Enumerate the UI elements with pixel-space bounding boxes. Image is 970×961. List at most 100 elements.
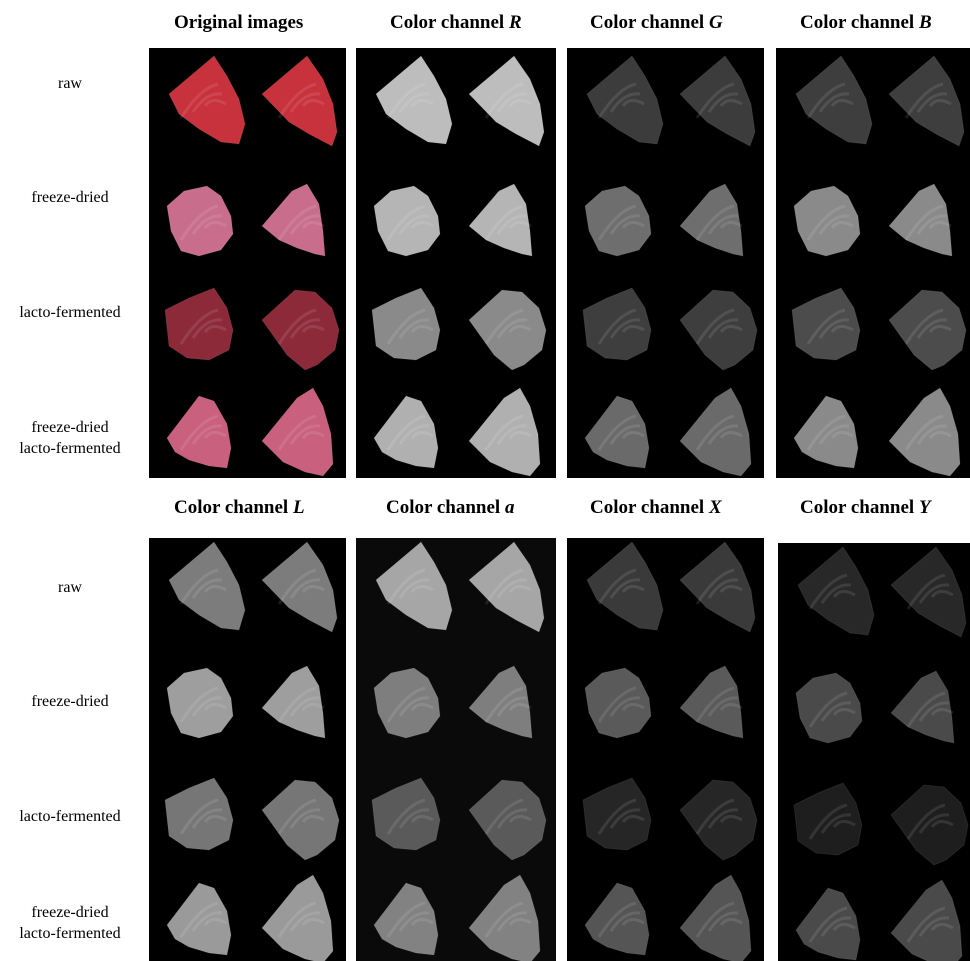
beet-slice-left-4 <box>795 887 861 961</box>
beet-slice-right-3 <box>468 779 547 861</box>
slice-ring-texture <box>508 99 532 107</box>
slice-ring-texture <box>597 308 637 345</box>
slice-ring-texture <box>484 82 524 119</box>
slice-ring-texture <box>289 424 321 445</box>
slice-ring-texture <box>719 431 743 439</box>
slice-ring-texture <box>301 431 325 439</box>
slice-ring-texture <box>621 918 645 926</box>
slice-ring-texture <box>719 703 743 711</box>
beet-slice-left-3 <box>791 287 861 361</box>
beet-slice-left-1 <box>375 55 453 145</box>
slice-ring-texture <box>597 82 637 119</box>
beet-slice-left-4 <box>584 882 650 956</box>
slice-ring-texture <box>918 701 950 722</box>
slice-ring-texture <box>597 414 637 451</box>
slice-ring-texture <box>398 424 430 445</box>
slice-ring-texture <box>820 583 852 604</box>
beet-slice-right-1 <box>888 55 965 147</box>
panel-original-images-slices <box>164 55 340 477</box>
slice-ring-texture <box>277 686 317 723</box>
slice-ring-texture <box>707 911 739 932</box>
beet-slice-right-1 <box>890 546 967 638</box>
beet-slice-right-3 <box>261 779 340 861</box>
slice-ring-texture <box>191 424 223 445</box>
slice-ring-texture <box>916 424 948 445</box>
beet-slice-right-3 <box>468 289 547 371</box>
slice-ring-texture <box>289 578 321 599</box>
beet-slice-left-1 <box>797 546 875 636</box>
beet-slice-right-4 <box>679 387 752 477</box>
slice-ring-texture <box>386 901 426 938</box>
slice-ring-texture <box>398 911 430 932</box>
slice-ring-texture <box>808 906 848 943</box>
slice-ring-texture <box>830 221 854 229</box>
slice-ring-texture <box>806 414 846 451</box>
beet-slice-right-1 <box>468 55 545 147</box>
panel-channel-g <box>567 48 764 478</box>
slice-ring-texture <box>621 431 645 439</box>
row-label-freeze-dried-bottom: freeze-dried <box>31 693 109 710</box>
slice-ring-texture <box>398 578 430 599</box>
panel-original-images <box>149 48 346 478</box>
panel-channel-b <box>776 48 970 478</box>
slice-ring-texture <box>832 590 856 598</box>
slice-ring-texture <box>597 686 637 723</box>
slice-ring-texture <box>820 916 852 937</box>
slice-ring-texture <box>832 708 856 716</box>
slice-ring-texture <box>830 431 854 439</box>
slice-ring-texture <box>398 214 430 235</box>
slice-ring-texture <box>496 424 528 445</box>
slice-ring-texture <box>818 318 850 339</box>
slice-ring-texture <box>508 815 532 823</box>
slice-ring-texture <box>832 923 856 931</box>
beet-slice-left-4 <box>584 395 650 469</box>
slice-ring-texture <box>289 214 321 235</box>
panel-channel-l <box>149 538 346 961</box>
slice-ring-texture <box>496 214 528 235</box>
slice-ring-texture <box>930 708 954 716</box>
panel-channel-l-slices <box>164 541 340 961</box>
beet-slice-right-2 <box>679 183 744 257</box>
beet-slice-left-4 <box>373 395 439 469</box>
slice-ring-texture <box>808 803 848 840</box>
slice-ring-texture <box>818 424 850 445</box>
slice-ring-texture <box>609 578 641 599</box>
slice-ring-texture <box>484 568 524 605</box>
beet-slice-right-2 <box>468 183 533 257</box>
row-label-freeze-dried-top: freeze-dried <box>31 189 109 206</box>
slice-ring-texture <box>277 901 317 938</box>
beet-slice-left-1 <box>586 541 664 631</box>
slice-ring-texture <box>386 686 426 723</box>
slice-ring-texture <box>496 92 528 113</box>
slice-ring-texture <box>203 221 227 229</box>
slice-ring-texture <box>179 568 219 605</box>
slice-ring-texture <box>930 820 954 828</box>
beet-slice-right-3 <box>679 289 758 371</box>
slice-ring-texture <box>904 82 944 119</box>
slice-ring-texture <box>609 424 641 445</box>
slice-ring-texture <box>496 808 528 829</box>
panel-channel-x-slices <box>582 541 758 961</box>
slice-ring-texture <box>695 798 735 835</box>
slice-ring-texture <box>928 325 952 333</box>
slice-ring-texture <box>277 204 317 241</box>
slice-ring-texture <box>179 901 219 938</box>
slice-ring-texture <box>707 214 739 235</box>
slice-ring-texture <box>203 431 227 439</box>
slice-ring-texture <box>695 82 735 119</box>
beet-slice-right-4 <box>468 387 541 477</box>
header-color-channel-x: Color channel X <box>590 497 722 518</box>
slice-ring-texture <box>806 308 846 345</box>
beet-slice-left-4 <box>166 882 232 956</box>
slice-ring-texture <box>928 99 952 107</box>
beet-slice-right-4 <box>261 874 334 961</box>
beet-slice-left-3 <box>582 777 652 851</box>
slice-ring-texture <box>386 204 426 241</box>
slice-ring-texture <box>277 798 317 835</box>
slice-ring-texture <box>508 431 532 439</box>
slice-ring-texture <box>806 82 846 119</box>
slice-ring-texture <box>191 911 223 932</box>
beet-slice-right-1 <box>468 541 545 633</box>
header-color-channel-y: Color channel Y <box>800 497 931 518</box>
slice-ring-texture <box>695 686 735 723</box>
